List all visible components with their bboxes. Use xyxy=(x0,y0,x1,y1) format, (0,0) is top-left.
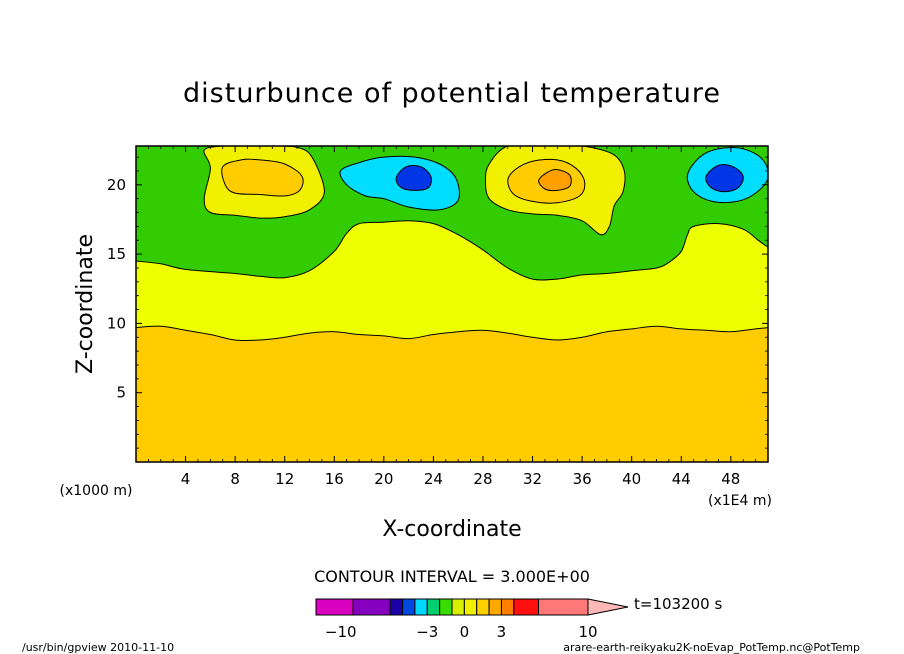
x-tick-label: 28 xyxy=(473,470,492,488)
contour-interval-label: CONTOUR INTERVAL = 3.000E+00 xyxy=(314,567,590,586)
time-label: t=103200 s xyxy=(634,595,722,613)
colorbar-tick-label: 3 xyxy=(497,623,507,641)
x-axis-label: X-coordinate xyxy=(382,517,521,542)
x-tick-label: 12 xyxy=(275,470,294,488)
y-tick-label: 15 xyxy=(107,245,126,263)
colorbar-segment xyxy=(463,598,478,616)
x-tick-label: 4 xyxy=(181,470,191,488)
contour-region xyxy=(395,164,432,191)
x-tick-label: 16 xyxy=(325,470,344,488)
chart-title: disturbunce of potential temperature xyxy=(183,78,721,109)
plot-frame xyxy=(135,145,769,463)
y-tick-label: 5 xyxy=(116,384,126,402)
contour-line xyxy=(136,220,768,281)
x-tick-label: 36 xyxy=(573,470,592,488)
region-lower xyxy=(136,326,768,462)
footer-left: /usr/bin/gpview 2010-11-10 xyxy=(22,641,174,654)
colorbar-tick-label: 0 xyxy=(460,623,470,641)
colorbar-segment xyxy=(389,598,404,616)
x-tick-label: 44 xyxy=(672,470,691,488)
contour-region xyxy=(221,158,304,197)
colorbar-tick-label: −3 xyxy=(416,623,438,641)
contour-region xyxy=(705,164,744,193)
colorbar-segment xyxy=(451,598,465,616)
x-tick-label: 20 xyxy=(374,470,393,488)
colorbar-arrow xyxy=(587,598,629,616)
colorbar-segment xyxy=(513,598,540,616)
colorbar-tick-label: −10 xyxy=(325,623,357,641)
colorbar-segment xyxy=(538,598,589,616)
colorbar-segment xyxy=(315,598,354,616)
contour-line xyxy=(136,325,768,342)
y-unit-label: (x1000 m) xyxy=(60,483,133,499)
colorbar-segment xyxy=(402,598,416,616)
y-tick-label: 10 xyxy=(107,314,126,332)
x-tick-label: 8 xyxy=(230,470,240,488)
colorbar-segment xyxy=(488,598,502,616)
colorbar: −10 −3 0 3 10 xyxy=(315,598,629,641)
footer-right: arare-earth-reikyaku2K-noEvap_PotTemp.nc… xyxy=(563,641,860,654)
x-unit-label: (x1E4 m) xyxy=(708,493,772,509)
x-tick-label: 40 xyxy=(622,470,641,488)
colorbar-segment xyxy=(476,598,490,616)
colorbar-segment xyxy=(426,598,441,616)
colorbar-segment xyxy=(439,598,453,616)
contour-plot-area xyxy=(136,146,768,462)
y-tick-label: 20 xyxy=(107,176,126,194)
colorbar-tick-label: 10 xyxy=(578,623,597,641)
x-tick-label: 32 xyxy=(523,470,542,488)
colorbar-segment xyxy=(352,598,391,616)
colorbar-segment xyxy=(414,598,428,616)
contour-region xyxy=(538,168,572,192)
y-axis-label: Z-coordinate xyxy=(73,234,98,374)
colorbar-segment xyxy=(500,598,515,616)
x-tick-label: 48 xyxy=(721,470,740,488)
x-tick-label: 24 xyxy=(424,470,443,488)
